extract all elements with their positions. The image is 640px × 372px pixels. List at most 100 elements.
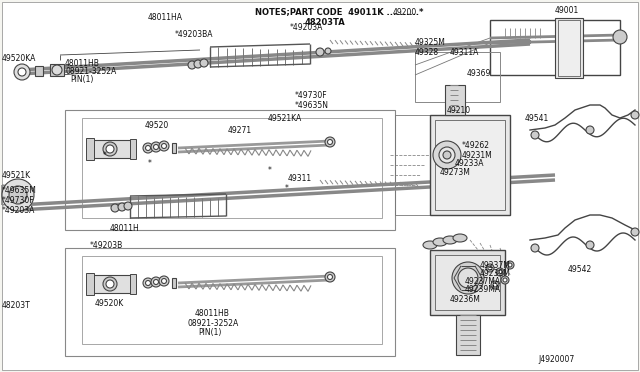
Text: 49001: 49001 <box>555 6 579 15</box>
Text: 48203T: 48203T <box>2 301 31 310</box>
Circle shape <box>586 241 594 249</box>
Circle shape <box>458 268 478 288</box>
Circle shape <box>200 59 208 67</box>
Circle shape <box>14 64 30 80</box>
Circle shape <box>488 266 492 270</box>
Circle shape <box>443 151 451 159</box>
Circle shape <box>154 279 159 285</box>
Circle shape <box>188 61 196 69</box>
Bar <box>130 139 136 159</box>
Circle shape <box>439 147 455 163</box>
Circle shape <box>118 203 126 211</box>
Circle shape <box>452 262 484 294</box>
Bar <box>172 278 176 288</box>
Text: PIN(1): PIN(1) <box>198 327 221 337</box>
Bar <box>435 120 505 210</box>
Text: *49635M: *49635M <box>2 186 37 195</box>
Text: 49521KA: 49521KA <box>268 113 302 122</box>
Circle shape <box>145 145 150 151</box>
Circle shape <box>106 145 114 153</box>
Text: NOTES;PART CODE  49011K ..........*: NOTES;PART CODE 49011K ..........* <box>255 7 424 16</box>
Bar <box>435 255 500 310</box>
Circle shape <box>501 276 509 284</box>
Circle shape <box>506 261 514 269</box>
Text: 49239M: 49239M <box>480 269 511 278</box>
Text: *49262: *49262 <box>462 141 490 150</box>
Bar <box>86 273 94 295</box>
Text: 49311: 49311 <box>288 173 312 183</box>
Text: 49237M: 49237M <box>480 260 511 269</box>
Text: 49236M: 49236M <box>450 295 481 305</box>
Circle shape <box>143 143 153 153</box>
Circle shape <box>433 141 461 169</box>
Bar <box>35 66 43 76</box>
Circle shape <box>486 264 494 272</box>
Text: 48011HB: 48011HB <box>195 310 230 318</box>
Text: 49200: 49200 <box>393 7 417 16</box>
Circle shape <box>145 280 150 285</box>
Circle shape <box>328 140 333 144</box>
Bar <box>65 248 395 356</box>
Bar <box>430 250 505 315</box>
Text: *49203BA: *49203BA <box>175 29 214 38</box>
Text: 49325M: 49325M <box>415 38 446 46</box>
Text: 49542: 49542 <box>568 266 592 275</box>
Text: 08921-3252A: 08921-3252A <box>188 318 239 327</box>
Circle shape <box>154 144 159 150</box>
Circle shape <box>631 228 639 236</box>
Bar <box>430 115 510 215</box>
Bar <box>82 118 382 218</box>
Circle shape <box>103 142 117 156</box>
Circle shape <box>631 111 639 119</box>
Text: *: * <box>103 151 107 160</box>
Circle shape <box>325 48 331 54</box>
Text: 49520: 49520 <box>145 121 169 129</box>
Circle shape <box>151 277 161 287</box>
Bar <box>86 138 94 160</box>
Text: 49369: 49369 <box>467 68 492 77</box>
Text: 49311A: 49311A <box>450 48 479 57</box>
Circle shape <box>493 283 497 287</box>
Circle shape <box>531 131 539 139</box>
Circle shape <box>18 68 26 76</box>
Bar <box>90 140 132 158</box>
Text: 49231M: 49231M <box>462 151 493 160</box>
Circle shape <box>161 144 166 148</box>
Circle shape <box>586 126 594 134</box>
Circle shape <box>503 278 507 282</box>
Text: *: * <box>148 158 152 167</box>
Text: *49203A: *49203A <box>2 205 35 215</box>
Circle shape <box>328 275 333 279</box>
Bar <box>558 20 580 76</box>
Text: 49520KA: 49520KA <box>2 54 36 62</box>
Text: 49233A: 49233A <box>455 158 484 167</box>
Text: 48011HB: 48011HB <box>65 58 100 67</box>
Text: *49203B: *49203B <box>90 241 124 250</box>
Text: 08921-3252A: 08921-3252A <box>65 67 116 76</box>
Circle shape <box>159 141 169 151</box>
Text: *49635N: *49635N <box>295 100 329 109</box>
Text: 49521K: 49521K <box>2 170 31 180</box>
Circle shape <box>325 272 335 282</box>
Text: *49730F: *49730F <box>295 90 328 99</box>
Circle shape <box>124 202 132 210</box>
Bar <box>65 110 395 230</box>
Bar <box>130 274 136 294</box>
Circle shape <box>531 244 539 252</box>
Bar <box>50 64 64 76</box>
Text: 49273M: 49273M <box>440 167 471 176</box>
Circle shape <box>325 137 335 147</box>
Text: *49730F: *49730F <box>2 196 35 205</box>
Text: 49237MA: 49237MA <box>465 278 501 286</box>
Text: 49520K: 49520K <box>95 298 124 308</box>
Bar <box>172 143 176 153</box>
Bar <box>415 52 500 102</box>
Circle shape <box>52 65 62 75</box>
Circle shape <box>496 268 504 276</box>
Circle shape <box>103 277 117 291</box>
Ellipse shape <box>453 234 467 242</box>
Text: 49271: 49271 <box>228 125 252 135</box>
Circle shape <box>613 30 627 44</box>
Bar <box>90 275 132 293</box>
Ellipse shape <box>443 236 457 244</box>
